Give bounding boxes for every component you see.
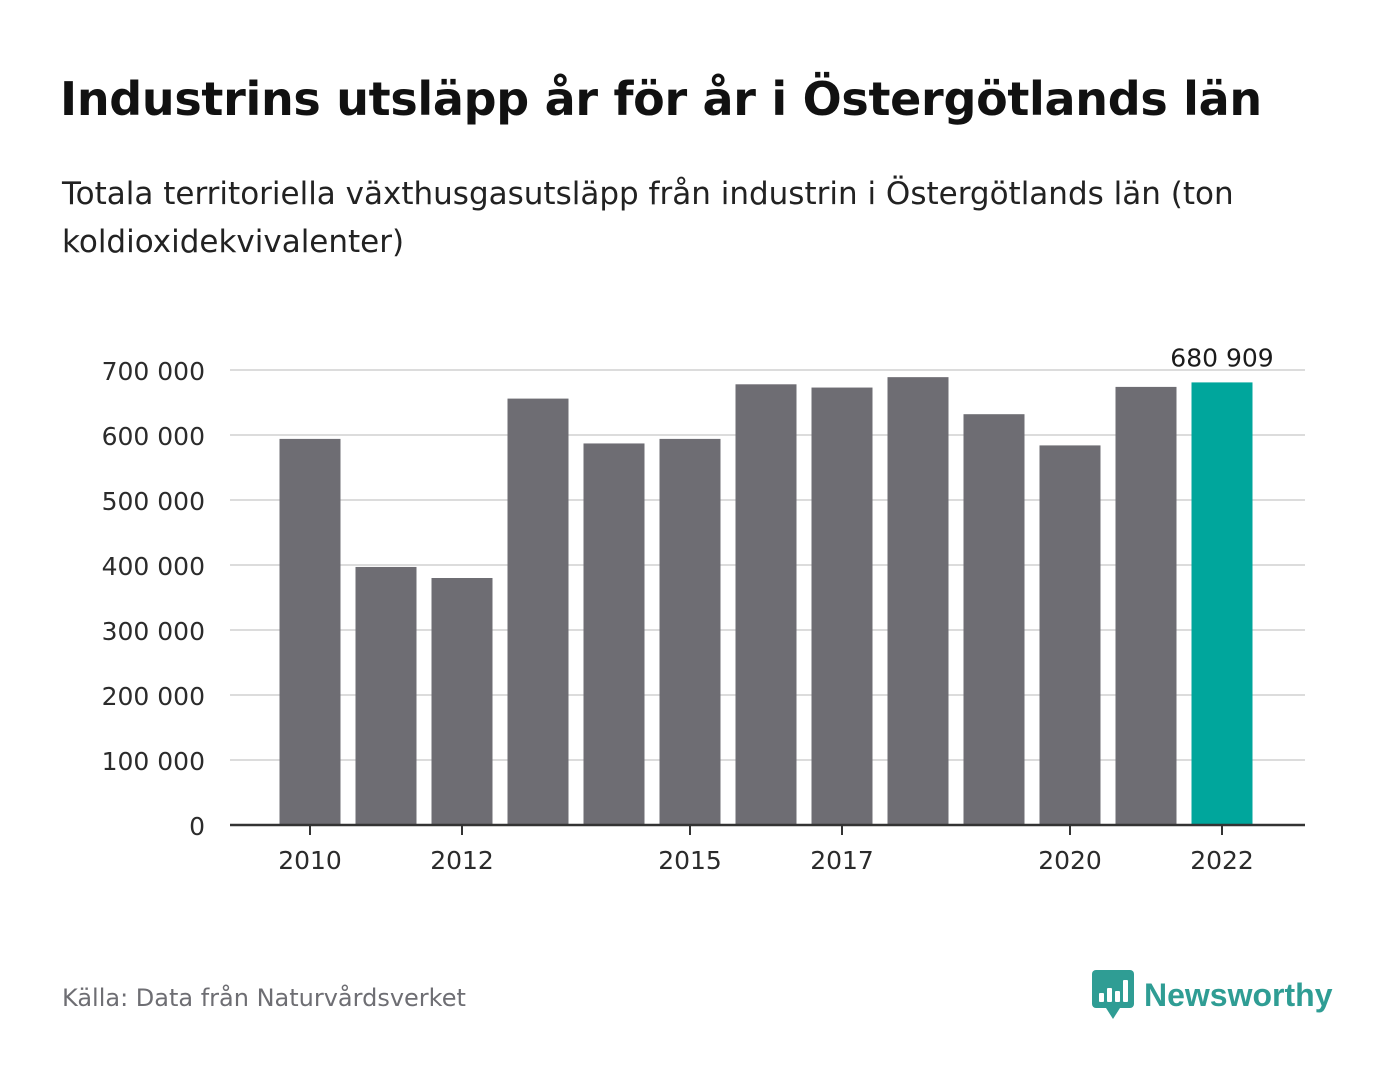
bar-2017[interactable] — [811, 387, 873, 825]
bar-2012[interactable] — [431, 578, 493, 825]
bar-2018[interactable] — [887, 377, 949, 825]
chart-subtitle: Totala territoriella växthusgasutsläpp f… — [62, 176, 1234, 260]
y-tick-label: 200 000 — [102, 682, 205, 711]
axes — [230, 823, 1305, 835]
bar-2015[interactable] — [659, 438, 721, 825]
bar-2013[interactable] — [507, 398, 569, 825]
x-tick-label: 2020 — [1038, 846, 1102, 875]
y-tick-label: 500 000 — [102, 487, 205, 516]
x-tick-label: 2012 — [430, 846, 494, 875]
bars — [279, 377, 1253, 825]
chart-title: Industrins utsläpp år för år i Östergötl… — [60, 72, 1262, 126]
bar-chart-speech-bubble-icon — [1092, 970, 1134, 1019]
brand-logo-link[interactable]: Newsworthy — [1092, 970, 1332, 1020]
brand-name: Newsworthy — [1144, 976, 1333, 1013]
bar-2010[interactable] — [279, 438, 341, 825]
y-tick-label: 0 — [189, 812, 205, 841]
bar-2021[interactable] — [1115, 386, 1177, 825]
bar-2014[interactable] — [583, 443, 645, 825]
y-tick-label: 400 000 — [102, 552, 205, 581]
x-tick-label: 2010 — [278, 846, 342, 875]
x-tick-label: 2017 — [810, 846, 874, 875]
data-label-2022: 680 909 — [1170, 343, 1273, 372]
y-tick-label: 600 000 — [102, 422, 205, 451]
x-tick-label: 2015 — [658, 846, 722, 875]
bar-2019[interactable] — [963, 414, 1025, 825]
y-tick-label: 700 000 — [102, 357, 205, 386]
source-note: Källa: Data från Naturvårdsverket — [62, 984, 466, 1012]
bar-chart: 0 100 000 200 000 300 000 400 000 500 000 600 … — [102, 343, 1305, 875]
labels: 0 100 000 200 000 300 000 400 000 500 000 600 … — [102, 343, 1274, 875]
bar-2011[interactable] — [355, 566, 417, 825]
x-tick-label: 2022 — [1190, 846, 1254, 875]
bar-2020[interactable] — [1039, 445, 1101, 825]
y-tick-label: 100 000 — [102, 747, 205, 776]
y-tick-label: 300 000 — [102, 617, 205, 646]
bar-2022[interactable] — [1191, 382, 1253, 825]
bar-2016[interactable] — [735, 384, 797, 825]
